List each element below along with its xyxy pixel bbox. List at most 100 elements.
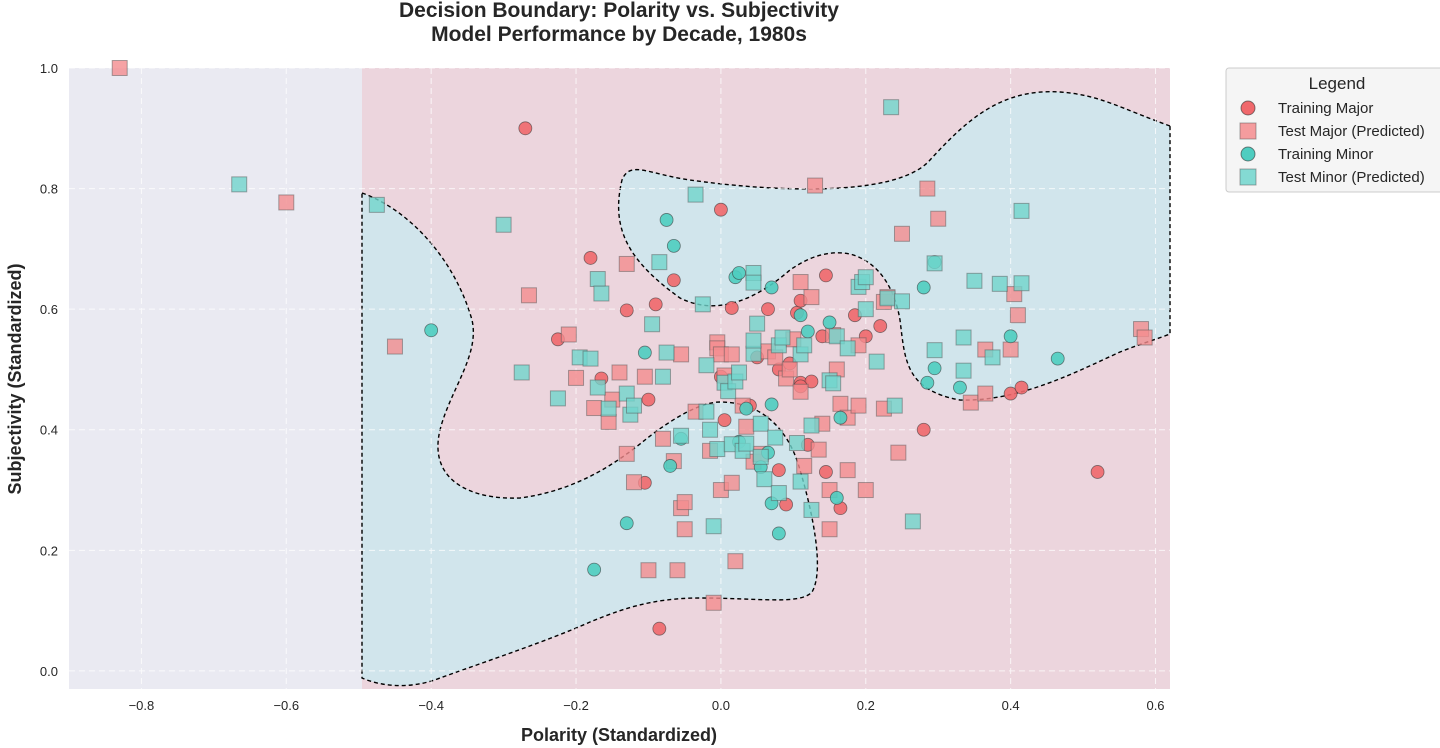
test-point-marker xyxy=(792,473,809,490)
test-point-marker xyxy=(673,346,690,363)
test-point-marker xyxy=(774,329,791,346)
training-point-marker xyxy=(1003,386,1018,401)
test-point-marker xyxy=(658,344,675,361)
test-point-marker xyxy=(825,375,842,392)
training-point-marker xyxy=(717,413,732,428)
test-point-marker xyxy=(589,271,606,288)
training-point-marker xyxy=(764,397,779,412)
training-point-marker xyxy=(1050,351,1065,366)
test-point-marker xyxy=(749,315,766,332)
test-point-marker xyxy=(705,518,722,535)
training-point-marker xyxy=(666,238,681,253)
test-point-marker xyxy=(593,285,610,302)
test-point-marker xyxy=(611,364,628,381)
training-point-marker xyxy=(1003,329,1018,344)
test-point-marker xyxy=(807,177,824,194)
training-point-marker xyxy=(666,273,681,288)
test-point-marker xyxy=(723,474,740,491)
test-point-marker xyxy=(386,338,403,355)
test-point-marker xyxy=(709,441,726,458)
training-point-marker xyxy=(732,266,746,280)
test-point-marker xyxy=(1009,307,1026,324)
test-point-marker xyxy=(821,521,838,538)
test-point-marker xyxy=(926,255,943,272)
x-tick-label: 0.2 xyxy=(857,698,875,713)
test-point-marker xyxy=(792,383,809,400)
test-point-marker xyxy=(549,390,566,407)
plot-area xyxy=(69,60,1171,689)
test-point-marker xyxy=(111,60,128,76)
training-point-marker xyxy=(1014,380,1029,395)
test-point-marker xyxy=(792,274,809,291)
test-point-marker xyxy=(738,418,755,435)
training-point-marker xyxy=(648,297,663,312)
test-point-marker xyxy=(495,216,512,233)
test-point-marker xyxy=(857,482,874,499)
y-tick-label: 0.2 xyxy=(40,543,58,558)
test-point-marker xyxy=(879,290,896,307)
training-point-marker xyxy=(583,251,598,265)
training-point-marker xyxy=(714,202,728,217)
test-point-marker xyxy=(796,337,813,354)
test-point-marker xyxy=(926,342,943,359)
test-point-marker xyxy=(600,400,617,417)
x-axis-ticks: −0.8 −0.6 −0.4 −0.2 0.0 0.2 0.4 0.6 xyxy=(129,698,1165,713)
test-point-marker xyxy=(850,397,867,414)
test-point-marker xyxy=(767,429,784,446)
y-axis-label: Subjectivity (Standardized) xyxy=(5,263,25,494)
test-point-marker xyxy=(890,444,907,461)
test-point-marker xyxy=(839,340,856,357)
test-point-marker xyxy=(694,296,711,313)
test-point-marker xyxy=(745,345,762,362)
test-point-marker xyxy=(803,289,820,306)
training-point-marker xyxy=(518,121,533,136)
legend-entry-label: Test Minor (Predicted) xyxy=(1278,169,1425,186)
test-point-marker xyxy=(625,397,642,414)
test-point-marker xyxy=(770,485,787,502)
training-point-marker xyxy=(641,392,656,407)
x-axis-label: Polarity (Standardized) xyxy=(521,725,717,745)
training-point-marker xyxy=(822,315,837,330)
test-point-marker xyxy=(930,210,947,227)
test-point-marker xyxy=(788,435,805,452)
test-point-marker xyxy=(857,301,874,318)
legend-entry-label: Test Major (Predicted) xyxy=(1278,123,1425,140)
training-point-marker xyxy=(761,302,775,317)
training-point-marker xyxy=(920,375,935,390)
test-point-marker xyxy=(1002,341,1019,358)
training-point-marker xyxy=(833,410,848,425)
test-point-marker xyxy=(278,194,295,211)
training-point-marker xyxy=(819,268,833,283)
test-point-marker xyxy=(618,445,635,462)
test-point-marker xyxy=(589,379,606,396)
test-point-marker xyxy=(984,349,1001,366)
legend-entry-label: Training Major xyxy=(1278,100,1373,117)
test-point-marker xyxy=(745,332,762,349)
test-point-marker xyxy=(654,430,671,447)
test-point-marker xyxy=(886,397,903,414)
test-point-marker xyxy=(705,594,722,611)
test-point-marker xyxy=(698,357,715,374)
training-point-marker xyxy=(659,213,674,227)
test-point-marker xyxy=(568,369,585,386)
y-tick-label: 1.0 xyxy=(40,61,58,76)
test-point-marker xyxy=(839,462,856,479)
training-point-marker xyxy=(739,401,754,416)
test-point-marker xyxy=(803,417,820,434)
test-point-marker xyxy=(676,494,693,511)
test-point-marker xyxy=(796,457,813,474)
training-point-marker xyxy=(619,516,634,531)
test-point-marker xyxy=(1136,329,1153,346)
test-point-marker xyxy=(618,255,635,272)
series-group xyxy=(231,99,1030,535)
test-point-marker xyxy=(803,501,820,518)
test-point-marker xyxy=(625,474,642,491)
legend: Legend Training Major Test Major (Predict… xyxy=(1225,67,1440,193)
x-tick-label: −0.6 xyxy=(273,698,299,713)
test-point-marker xyxy=(723,346,740,363)
test-point-marker xyxy=(962,394,979,411)
minor-region-left xyxy=(361,192,819,687)
test-point-marker xyxy=(654,368,671,385)
x-tick-label: 0.4 xyxy=(1002,698,1020,713)
legend-circle-marker xyxy=(1240,100,1256,116)
